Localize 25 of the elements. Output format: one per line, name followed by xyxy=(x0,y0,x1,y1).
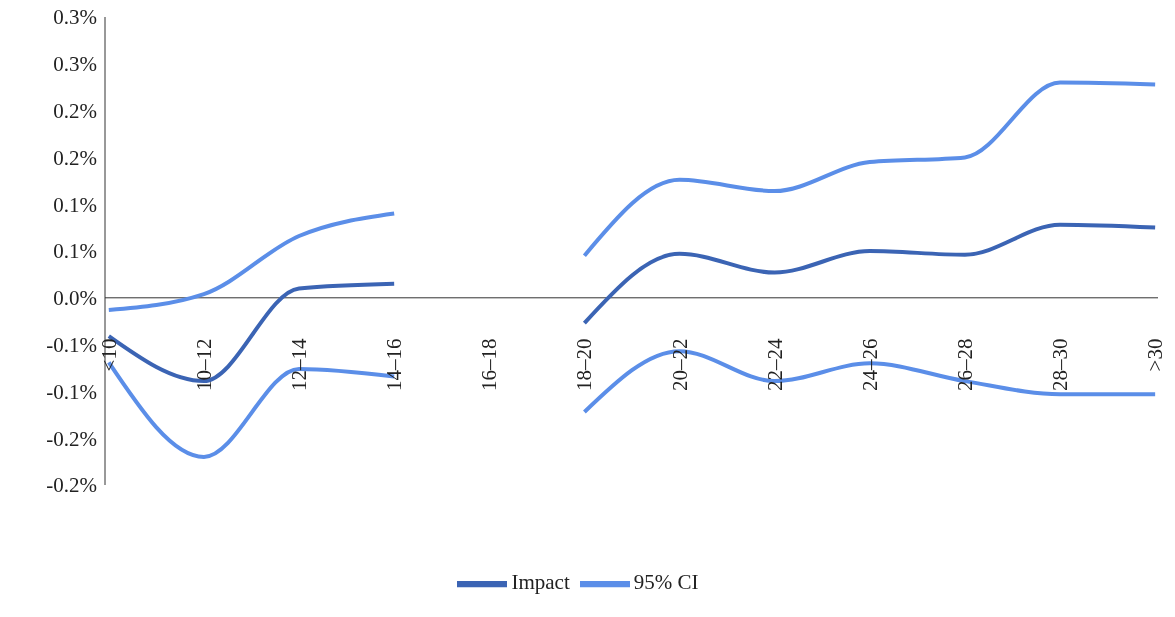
y-tick-label: 0.2% xyxy=(53,99,97,124)
y-tick-label: -0.1% xyxy=(46,333,97,358)
x-tick-label: 10–12 xyxy=(191,338,216,392)
y-tick-label: 0.1% xyxy=(53,192,97,217)
x-tick-label: 20–22 xyxy=(667,338,692,392)
x-tick-label: <10 xyxy=(96,338,121,372)
x-tick-label: >30 xyxy=(1143,338,1168,372)
y-tick-label: 0.3% xyxy=(53,52,97,77)
y-tick-label: -0.2% xyxy=(46,473,97,498)
x-tick-label: 14–16 xyxy=(382,338,407,392)
x-tick-label: 26–28 xyxy=(952,338,977,392)
x-tick-label: 22–24 xyxy=(762,338,787,392)
y-tick-label: 0.0% xyxy=(53,286,97,311)
legend-label: 95% CI xyxy=(633,569,699,594)
y-tick-label: 0.3% xyxy=(53,5,97,30)
legend-label: Impact xyxy=(511,569,570,594)
x-tick-label: 16–18 xyxy=(477,338,502,392)
x-tick-label: 12–14 xyxy=(287,338,312,392)
x-tick-label: 18–20 xyxy=(572,338,597,392)
y-tick-label: -0.2% xyxy=(46,426,97,451)
x-tick-label: 28–30 xyxy=(1048,338,1073,392)
y-tick-label: 0.1% xyxy=(53,239,97,264)
x-tick-label: 24–26 xyxy=(857,338,882,392)
y-tick-label: -0.1% xyxy=(46,379,97,404)
y-tick-label: 0.2% xyxy=(53,145,97,170)
